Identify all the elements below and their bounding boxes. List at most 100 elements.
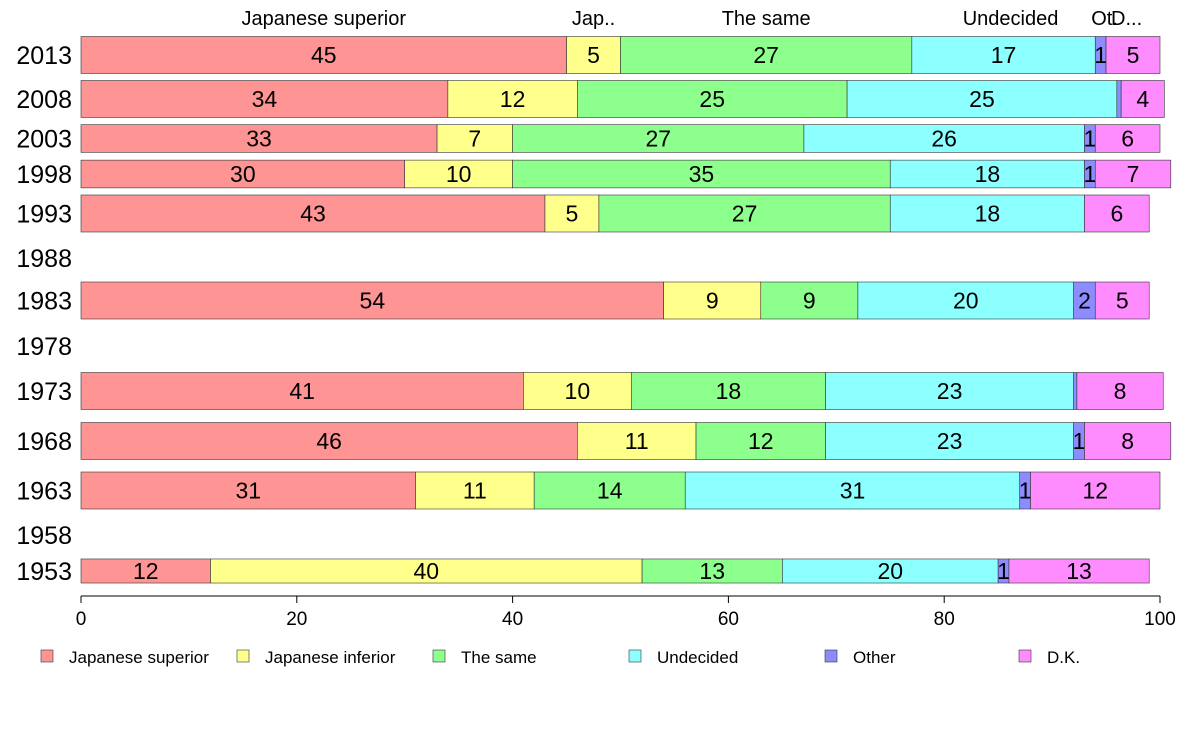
data-label-2013-the-same: 27 [753,42,779,68]
bar-2008-japanese-inferior [447,80,578,118]
y-tick-label-1988: 1988 [16,245,72,273]
legend-swatch-the-same [432,649,446,663]
legend-item-japanese-inferior: Japanese inferior [236,648,396,667]
bar-1983-the-same [760,281,859,320]
data-label-1953-japanese-superior: 12 [133,558,159,584]
bar-2013-japanese-inferior [566,36,621,74]
data-label-1973-undecided: 23 [937,378,963,404]
data-label-2003-undecided: 26 [931,126,957,152]
top-label-d: D... [1111,8,1142,30]
bar-row-1953: 12 40 13 20 1 13 [80,558,1150,584]
data-label-1953-other: 1 [997,558,1010,584]
data-label-1963-japanese-superior: 31 [235,478,261,504]
y-tick-label-2003: 2003 [16,126,72,154]
data-label-1953-d-k: 13 [1066,558,1092,584]
data-label-1973-japanese-superior: 41 [289,378,315,404]
x-tick-label-0: 0 [76,609,87,630]
data-label-1968-the-same: 12 [748,428,774,454]
bar-1953-japanese-inferior [210,558,643,584]
bar-2003-japanese-superior [80,124,438,153]
bars: 45 5 27 17 1 534 12 25 25 433 7 27 26 1 630 10 35 18 1 743 5… [80,36,1172,584]
legend-item-other: Other [824,648,896,667]
bar-2008-other [1116,80,1122,118]
data-label-1983-japanese-inferior: 9 [706,288,719,314]
data-label-2003-the-same: 27 [645,126,671,152]
legend-swatch-japanese-inferior [236,649,250,663]
data-label-2008-undecided: 25 [969,86,995,112]
data-label-1963-japanese-inferior: 11 [463,478,487,504]
data-label-1998-japanese-inferior: 10 [446,161,472,187]
data-label-1993-the-same: 27 [732,201,758,227]
bar-row-2008: 34 12 25 25 4 [80,80,1165,118]
y-axis: 2013 2008 2003 1998 1993 1988 1983 1978 1973 1968… [16,42,72,586]
y-tick-label-1978: 1978 [16,333,72,361]
data-label-2008-japanese-superior: 34 [252,86,278,112]
y-tick-label-1973: 1973 [16,378,72,406]
data-label-1968-japanese-inferior: 11 [625,428,649,454]
x-tick-label-40: 40 [502,609,523,630]
bar-1968-d-k [1084,422,1172,460]
top-label-the-same: The same [722,8,811,30]
bar-1973-other [1073,372,1078,410]
bar-1973-japanese-inferior [523,372,632,410]
data-label-1983-japanese-superior: 54 [360,288,386,314]
data-label-1983-other: 2 [1078,288,1091,314]
x-tick-label-100: 100 [1144,609,1176,630]
data-label-2003-other: 1 [1083,126,1096,152]
y-tick-label-2013: 2013 [16,42,72,70]
data-label-1993-undecided: 18 [975,201,1001,227]
y-tick-label-1993: 1993 [16,201,72,229]
data-label-2013-undecided: 17 [991,42,1017,68]
legend-item-the-same: The same [432,648,537,667]
bar-2008-the-same [577,80,848,118]
legend-swatch-other [824,649,838,663]
bar-1973-the-same [630,372,826,410]
top-label-jap: Jap.. [572,8,615,30]
bar-1993-undecided [889,194,1085,233]
data-label-2008-d-k: 4 [1136,86,1149,112]
legend-label-the-same: The same [461,648,537,667]
bar-2003-undecided [803,124,1085,153]
y-tick-label-1968: 1968 [16,428,72,456]
bar-2008-undecided [846,80,1118,118]
bar-2003-d-k [1094,124,1161,153]
bar-row-1983: 54 9 9 20 2 5 [80,281,1150,320]
bar-row-1973: 41 10 18 23 8 [80,372,1164,410]
top-label-undecided: Undecided [963,8,1059,30]
bar-2003-japanese-inferior [436,124,513,153]
bar-1963-d-k [1030,471,1161,510]
bar-1953-the-same [641,558,783,584]
data-label-1973-d-k: 8 [1114,378,1127,404]
bar-row-2003: 33 7 27 26 1 6 [80,124,1161,153]
x-axis: 0 20 40 60 80 100 [76,595,1176,630]
bar-1968-the-same [695,422,826,460]
data-label-1963-the-same: 14 [597,478,623,504]
bar-1998-d-k [1094,159,1172,189]
legend-label-other: Other [853,648,896,667]
data-label-1998-the-same: 35 [689,161,715,187]
legend-swatch-japanese-superior [40,649,54,663]
legend: Japanese superior Japanese inferior The sa… [40,648,1080,667]
legend-label-japanese-inferior: Japanese inferior [265,648,396,667]
data-label-1998-undecided: 18 [975,161,1001,187]
data-label-2013-japanese-inferior: 5 [587,42,600,68]
bar-row-1998: 30 10 35 18 1 7 [80,159,1172,189]
data-label-2013-other: 1 [1094,42,1107,68]
y-tick-label-1953: 1953 [16,558,72,586]
bar-1998-japanese-superior [80,159,406,189]
bar-1993-japanese-superior [80,194,546,233]
legend-item-undecided: Undecided [628,648,738,667]
data-label-1968-d-k: 8 [1121,428,1134,454]
bar-1963-japanese-superior [80,471,416,510]
bar-1968-japanese-superior [80,422,578,460]
data-label-1963-other: 1 [1019,478,1032,504]
bar-1993-japanese-inferior [544,194,600,233]
bar-1953-d-k [1008,558,1150,584]
bar-1973-japanese-superior [80,372,524,410]
data-label-2013-d-k: 5 [1127,42,1140,68]
data-label-1973-the-same: 18 [716,378,742,404]
legend-item-d-k: D.K. [1018,648,1080,667]
bar-2008-d-k [1120,80,1165,118]
legend-swatch-d-k [1018,649,1032,663]
